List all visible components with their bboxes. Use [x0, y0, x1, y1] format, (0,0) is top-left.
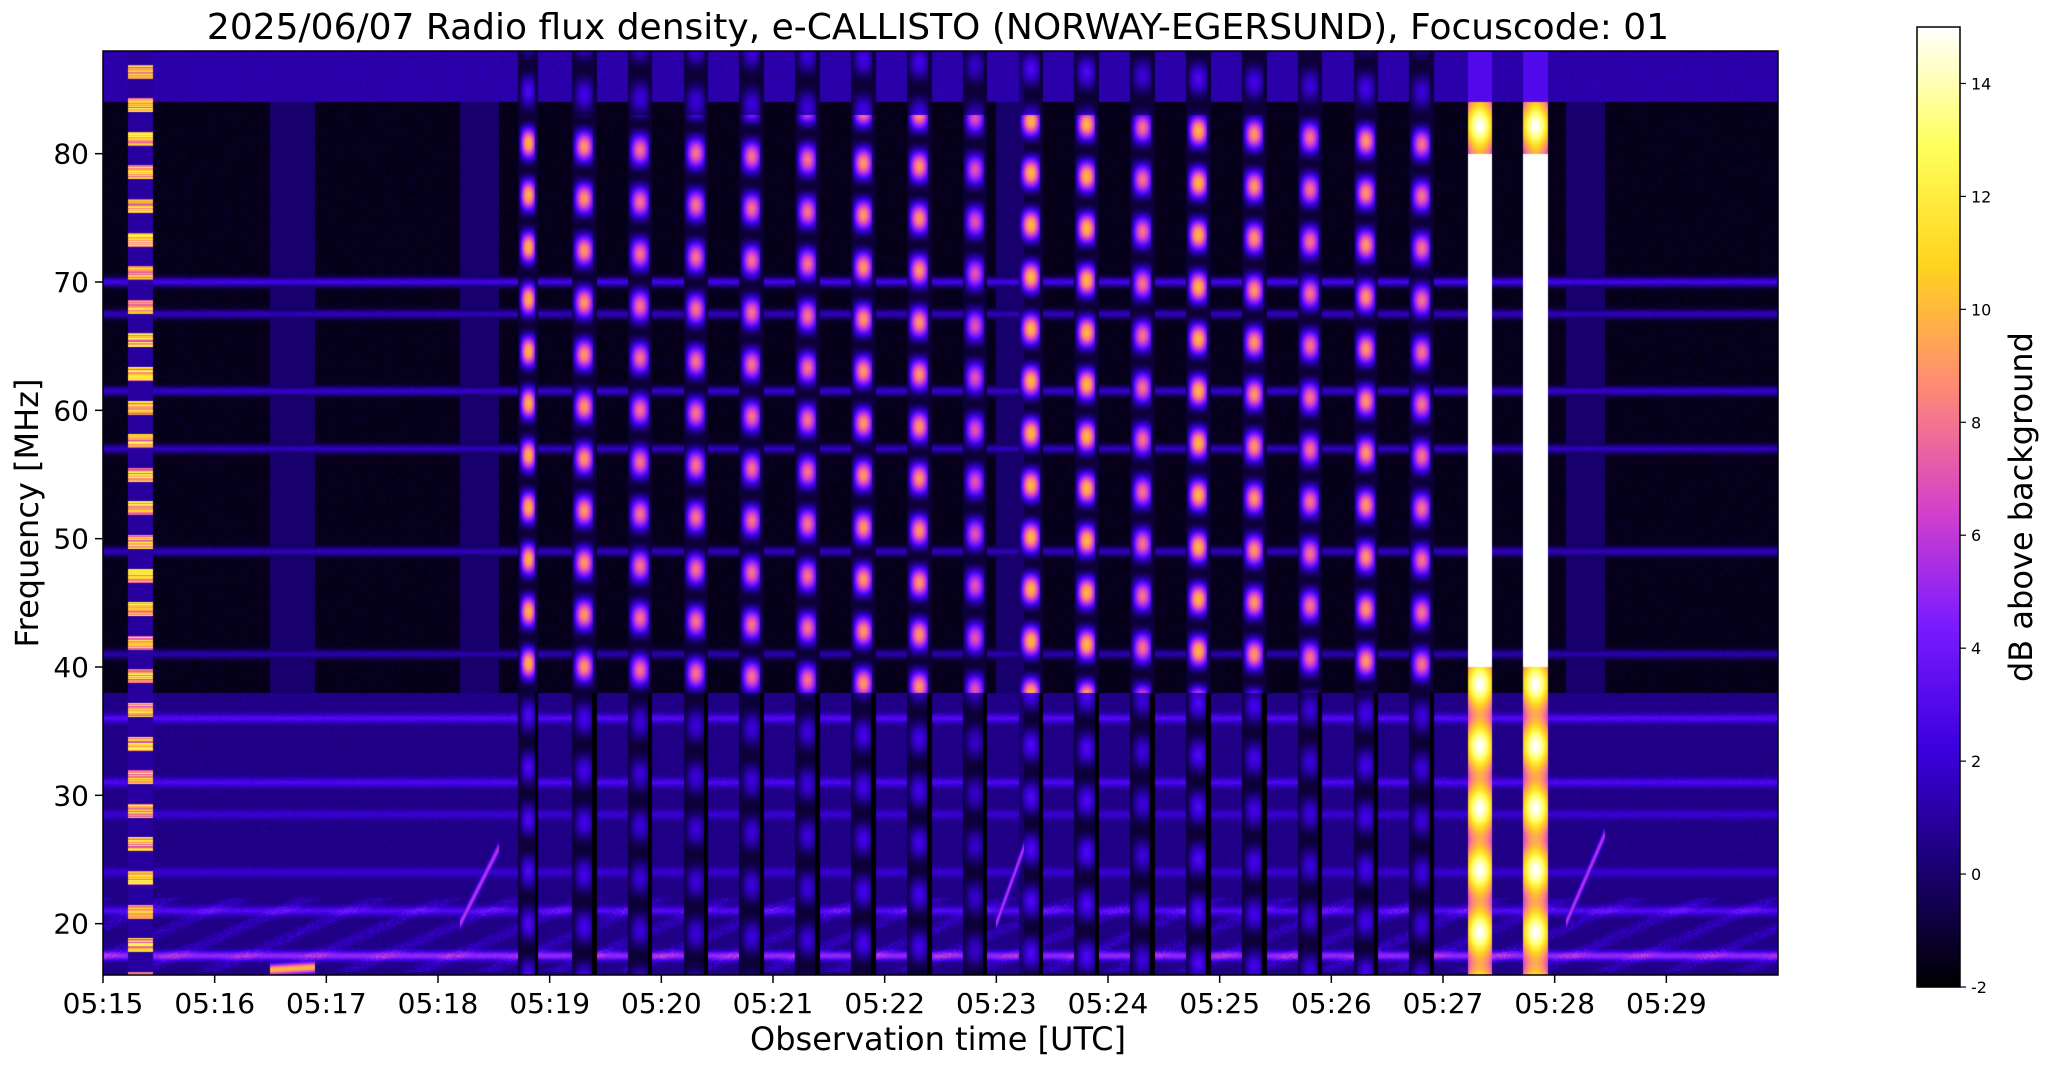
y-tick-label: 60 — [53, 394, 89, 427]
y-tick-label: 20 — [53, 908, 89, 941]
x-tick-label: 05:27 — [1403, 987, 1484, 1020]
x-tick-label: 05:29 — [1626, 987, 1707, 1020]
x-tick-label: 05:15 — [63, 987, 144, 1020]
plot-area — [102, 50, 1779, 976]
colorbar: -2 0 2 4 6 8 10 12 14 dB above background — [1916, 26, 2040, 997]
chart-title: 2025/06/07 Radio flux density, e-CALLIST… — [207, 7, 1669, 48]
colorbar-tick-label: 6 — [1971, 526, 1981, 545]
y-tick-label: 40 — [53, 651, 89, 684]
x-tick-label: 05:20 — [621, 987, 702, 1020]
colorbar-tick-label: 8 — [1971, 413, 1981, 432]
colorbar-tick-label: 0 — [1971, 865, 1981, 884]
colorbar-tick-label: 10 — [1971, 300, 1991, 319]
colorbar-label: dB above background — [2002, 332, 2040, 682]
colorbar-tick-label: 14 — [1971, 74, 1991, 93]
x-axis-label: Observation time [UTC] — [750, 1020, 1126, 1058]
y-tick-label: 80 — [53, 138, 89, 171]
x-tick-label: 05:26 — [1291, 987, 1372, 1020]
colorbar-ticks: -2 0 2 4 6 8 10 12 14 — [1960, 74, 1991, 997]
x-tick-label: 05:19 — [509, 987, 590, 1020]
spectrogram-image — [103, 51, 1778, 975]
x-tick-label: 05:22 — [844, 987, 925, 1020]
x-tick-label: 05:25 — [1179, 987, 1260, 1020]
colorbar-tick-label: -2 — [1971, 978, 1987, 997]
colorbar-bar — [1916, 26, 1961, 988]
colorbar-tick-label: 4 — [1971, 639, 1981, 658]
x-tick-label: 05:16 — [174, 987, 255, 1020]
plot-frame — [102, 50, 1779, 976]
x-tick-label: 05:17 — [286, 987, 367, 1020]
colorbar-tick-label: 12 — [1971, 187, 1991, 206]
x-tick-label: 05:24 — [1068, 987, 1149, 1020]
y-tick-label: 70 — [53, 266, 89, 299]
x-tick-label: 05:18 — [398, 987, 479, 1020]
x-tick-label: 05:28 — [1514, 987, 1595, 1020]
y-tick-label: 30 — [53, 779, 89, 812]
x-tick-label: 05:23 — [956, 987, 1037, 1020]
y-axis: 20 30 40 50 60 70 80 — [53, 138, 103, 941]
colorbar-tick-label: 2 — [1971, 752, 1981, 771]
x-axis: 05:15 05:16 05:17 05:18 05:19 05:20 05:21 05:22… — [63, 975, 1707, 1020]
y-axis-label: Frequency [MHz] — [8, 379, 46, 648]
x-tick-label: 05:21 — [733, 987, 814, 1020]
y-tick-label: 50 — [53, 523, 89, 556]
